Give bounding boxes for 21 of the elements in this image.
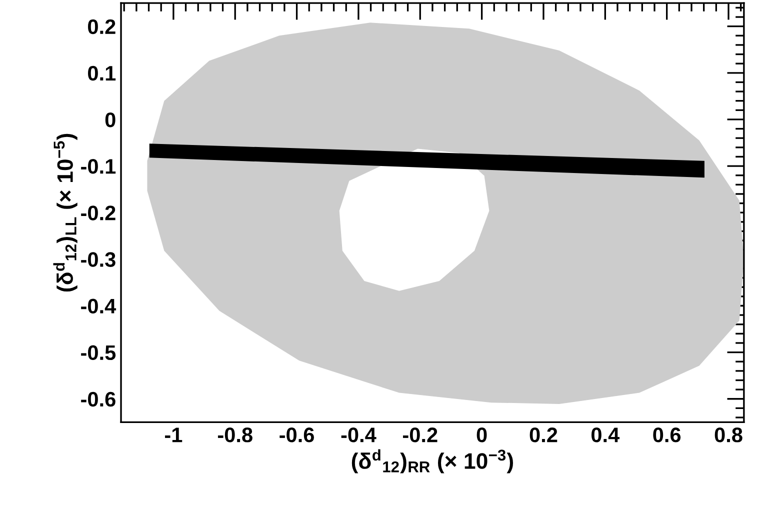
x-tick-label: -0.2 (403, 428, 438, 442)
y-tick-label: 0.2 (88, 19, 116, 34)
x-tick-label: 0.6 (653, 428, 681, 442)
y-tick-label: -0.1 (81, 159, 116, 174)
y-tick-label: 0 (105, 112, 116, 128)
x-tick-label: 0.8 (714, 428, 742, 442)
y-tick-label: 0.1 (88, 66, 116, 81)
x-tick-label: 0.4 (592, 428, 620, 442)
y-tick-label: -0.4 (81, 298, 116, 314)
x-tick-label: -0.8 (218, 428, 252, 442)
y-tick-label: -0.6 (81, 392, 116, 407)
x-tick-label: 0.2 (530, 428, 558, 442)
y-tick-label: -0.3 (81, 252, 116, 267)
x-tick-label: -0.6 (280, 428, 314, 442)
x-axis-title: (δ$^{d}$$_{12}$)$_{RR}$ (× 10$^{−3}$) (352, 449, 513, 474)
x-tick-label: -1 (164, 428, 182, 442)
y-tick-label: -0.5 (81, 345, 116, 360)
y-tick-label: -0.2 (81, 206, 116, 220)
x-tick-label: -0.4 (341, 428, 376, 442)
x-tick-label: 0 (476, 428, 487, 442)
y-axis-title: (δ$^{d}$$_{12}$)$_{LL}$ (× 10$^{−5}$) (53, 134, 78, 292)
